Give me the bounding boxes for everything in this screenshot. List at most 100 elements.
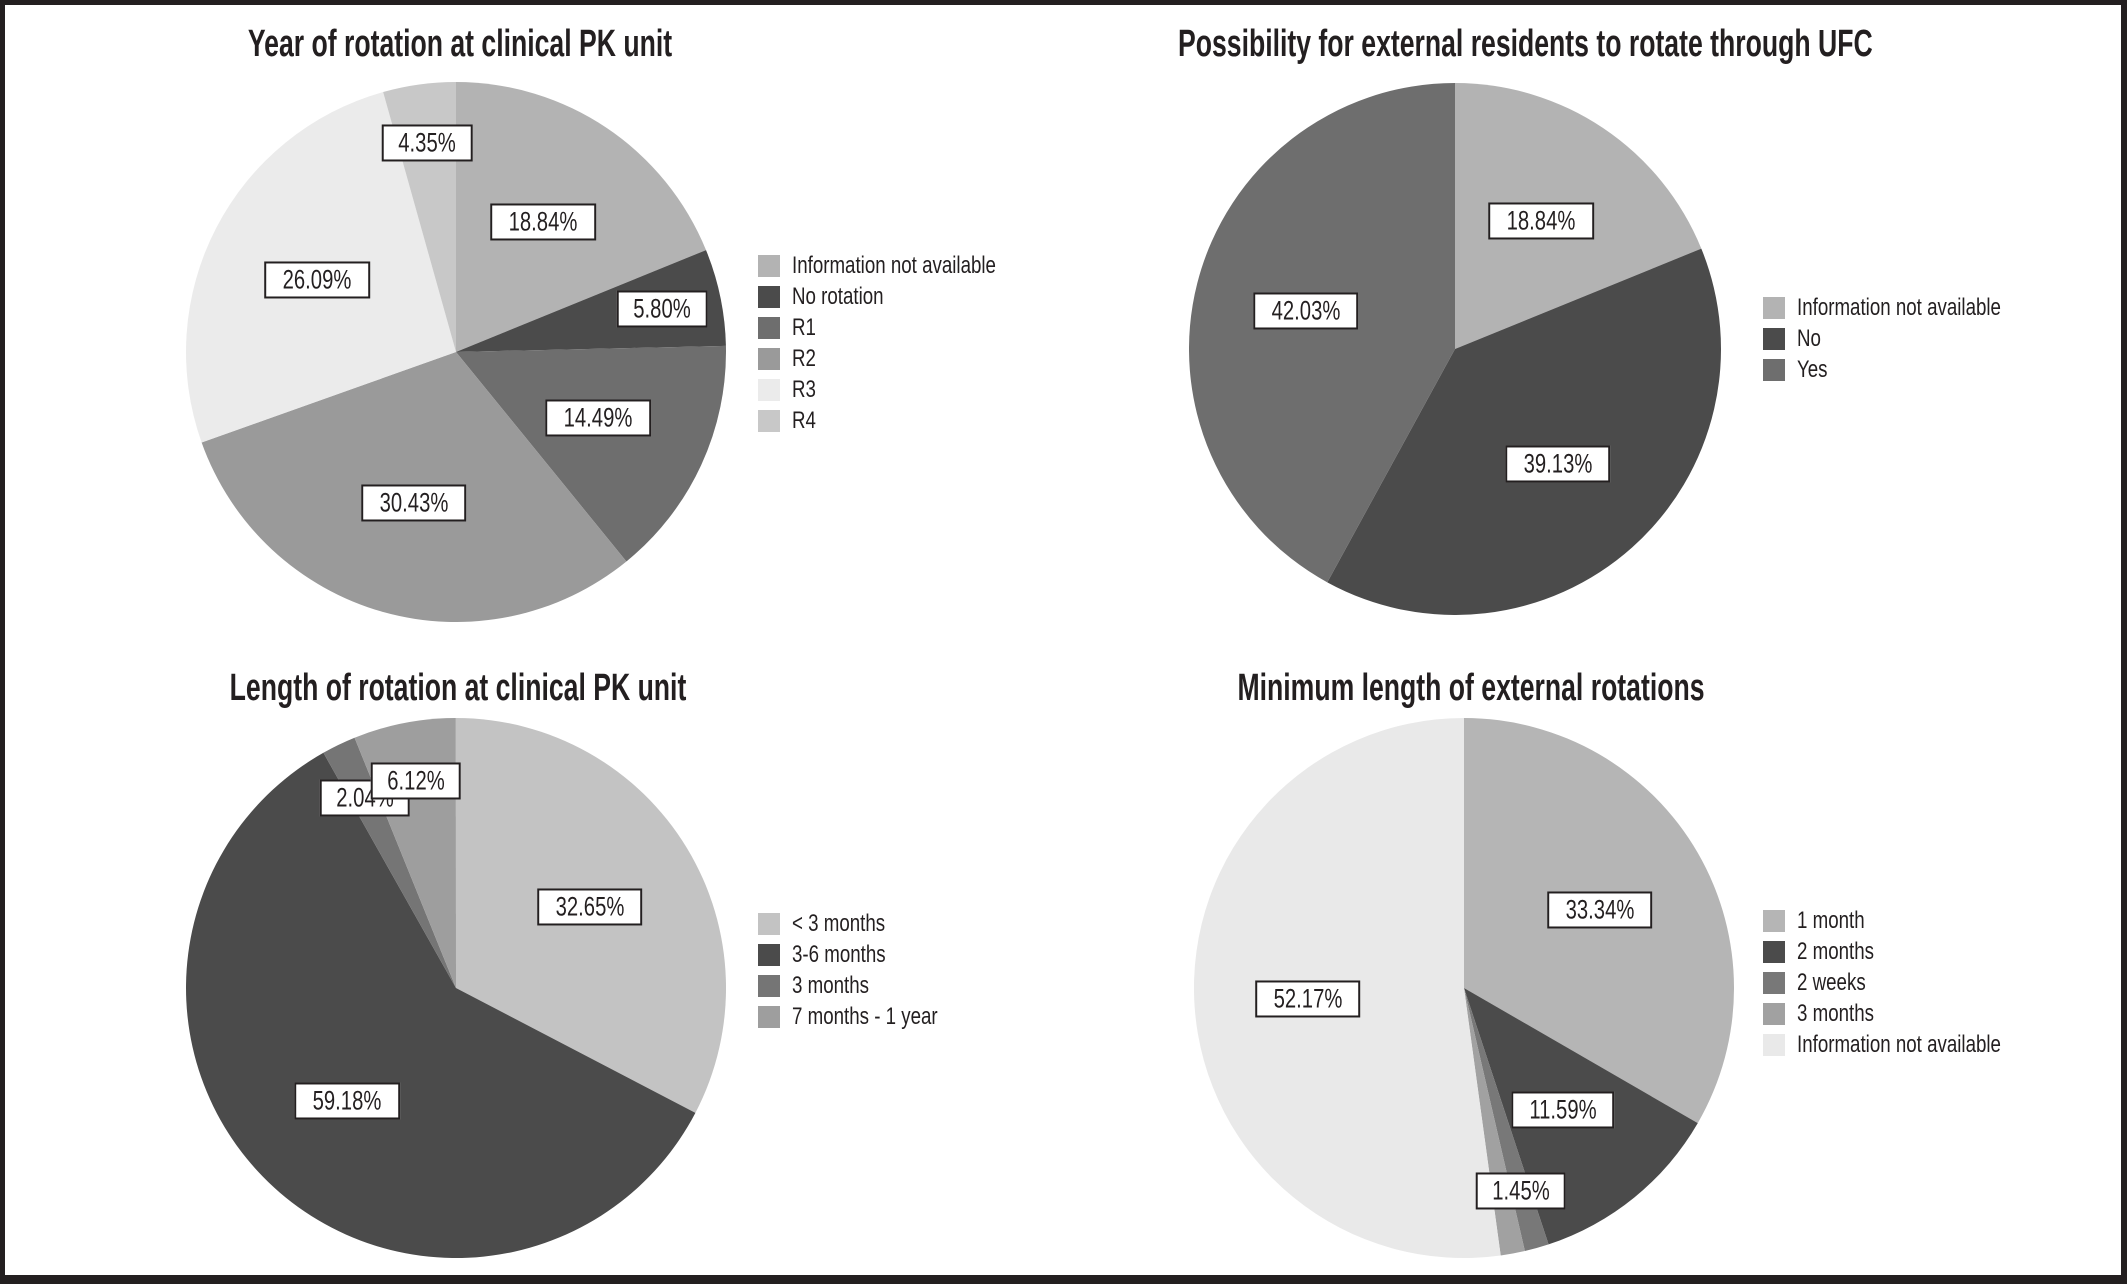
- legend-item: 3 months: [758, 970, 979, 1001]
- legend-swatch: [758, 943, 780, 966]
- legend-item: 3-6 months: [758, 939, 979, 970]
- chart-title-minimum-length-external: Minimum length of external rotations: [1237, 667, 1705, 709]
- slice-percent-label: 30.43%: [360, 484, 467, 522]
- legend-label: 7 months - 1 year: [792, 1002, 938, 1030]
- legend-label: Information not available: [1797, 293, 2001, 321]
- chart-title-year-of-rotation: Year of rotation at clinical PK unit: [247, 23, 673, 65]
- legend-swatch: [1763, 1033, 1785, 1056]
- legend-label: 3 months: [792, 971, 870, 999]
- legend-swatch: [1763, 1002, 1785, 1025]
- legend-swatch: [758, 974, 780, 997]
- legend-label: 3-6 months: [792, 940, 886, 968]
- legend-year-of-rotation: Information not available No rotation R1 R2…: [758, 250, 1054, 436]
- legend-swatch: [1763, 971, 1785, 994]
- legend-label: R2: [792, 344, 816, 372]
- slice-percent-label: 4.35%: [382, 124, 473, 162]
- legend-swatch: [758, 254, 780, 277]
- slice-percent-label: 14.49%: [545, 399, 651, 437]
- legend-length-of-rotation: < 3 months 3-6 months 3 months 7 months - 1…: [758, 908, 979, 1032]
- legend-label: R1: [792, 313, 816, 341]
- legend-label: < 3 months: [792, 909, 886, 937]
- slice-percent-text: 11.59%: [1529, 1093, 1597, 1124]
- slice-percent-text: 42.03%: [1271, 295, 1340, 326]
- slice-percent-label: 33.34%: [1546, 891, 1653, 929]
- slice-percent-text: 4.35%: [398, 127, 457, 158]
- pie-slice-r1: [456, 345, 726, 562]
- legend-minimum-length-external: 1 month 2 months 2 weeks 3 months Informatio…: [1763, 905, 2059, 1060]
- slice-percent-text: 52.17%: [1273, 983, 1343, 1014]
- legend-item: R3: [758, 374, 1054, 405]
- legend-label: 3 months: [1797, 999, 1875, 1027]
- slice-percent-label: 39.13%: [1504, 445, 1611, 483]
- legend-item: 2 months: [1763, 936, 2059, 967]
- legend-item: < 3 months: [758, 908, 979, 939]
- legend-label: Information not available: [792, 251, 996, 279]
- slice-percent-text: 33.34%: [1565, 894, 1634, 925]
- slice-percent-label: 11.59%: [1510, 1090, 1615, 1129]
- legend-swatch: [1763, 909, 1785, 932]
- legend-swatch: [758, 347, 780, 370]
- legend-item: 7 months - 1 year: [758, 1001, 979, 1032]
- pie-slice-yes: [1189, 83, 1455, 583]
- pie-external-residents-ufc: [1189, 83, 1721, 615]
- legend-external-residents-ufc: Information not available No Yes: [1763, 292, 2059, 385]
- legend-label: 2 months: [1797, 937, 1875, 965]
- legend-swatch: [758, 285, 780, 308]
- legend-item: R1: [758, 312, 1054, 343]
- legend-item: R2: [758, 343, 1054, 374]
- legend-label: Information not available: [1797, 1030, 2001, 1058]
- slice-percent-text: 5.80%: [633, 293, 691, 324]
- chart-title-external-residents-ufc: Possibility for external residents to ro…: [1178, 23, 1873, 65]
- slice-percent-text: 18.84%: [509, 206, 578, 237]
- slice-percent-label: 5.80%: [616, 290, 708, 328]
- legend-label: 2 weeks: [1797, 968, 1866, 996]
- slice-percent-label: 26.09%: [264, 261, 370, 299]
- legend-label: R4: [792, 406, 816, 434]
- slice-percent-label: 59.18%: [294, 1081, 400, 1120]
- slice-percent-text: 32.65%: [555, 891, 625, 922]
- slice-percent-text: 18.84%: [1506, 205, 1576, 236]
- slice-percent-text: 6.12%: [386, 765, 445, 796]
- chart-title-length-of-rotation: Length of rotation at clinical PK unit: [229, 667, 687, 709]
- slice-percent-text: 1.45%: [1492, 1175, 1550, 1206]
- legend-label: R3: [792, 375, 816, 403]
- slice-percent-label: 52.17%: [1254, 980, 1361, 1018]
- legend-swatch: [758, 409, 780, 432]
- legend-swatch: [758, 316, 780, 339]
- legend-swatch: [758, 1005, 780, 1028]
- legend-item: No: [1763, 323, 2059, 354]
- legend-item: R4: [758, 405, 1054, 436]
- slice-percent-text: 14.49%: [563, 402, 633, 433]
- legend-item: Information not available: [758, 250, 1054, 281]
- legend-label: Yes: [1797, 355, 1828, 383]
- pie-slice-no: [1327, 248, 1721, 615]
- slice-percent-text: 26.09%: [282, 264, 352, 295]
- legend-swatch: [1763, 296, 1785, 319]
- legend-item: 3 months: [1763, 998, 2059, 1029]
- slice-percent-label: 18.84%: [490, 203, 597, 241]
- slice-percent-text: 39.13%: [1523, 448, 1593, 479]
- legend-swatch: [1763, 327, 1785, 350]
- legend-swatch: [1763, 940, 1785, 963]
- slice-percent-label: 42.03%: [1252, 292, 1359, 330]
- legend-swatch: [758, 912, 780, 935]
- legend-label: No: [1797, 324, 1821, 352]
- slice-percent-label: 18.84%: [1488, 202, 1594, 240]
- pie-slice-3-6-months: [186, 752, 696, 1258]
- legend-swatch: [1763, 358, 1785, 381]
- legend-item: 2 weeks: [1763, 967, 2059, 998]
- legend-label: No rotation: [792, 282, 884, 310]
- legend-label: 1 month: [1797, 906, 1865, 934]
- slice-percent-label: 1.45%: [1475, 1172, 1567, 1210]
- slice-percent-text: 30.43%: [379, 487, 449, 518]
- legend-item: Information not available: [1763, 292, 2059, 323]
- legend-item: 1 month: [1763, 905, 2059, 936]
- pie-year-of-rotation: [186, 82, 726, 622]
- slice-percent-label: 32.65%: [537, 888, 643, 926]
- slice-percent-text: 59.18%: [312, 1084, 382, 1115]
- legend-item: Information not available: [1763, 1029, 2059, 1060]
- legend-swatch: [758, 378, 780, 401]
- slice-percent-label: 6.12%: [370, 762, 461, 800]
- legend-item: Yes: [1763, 354, 2059, 385]
